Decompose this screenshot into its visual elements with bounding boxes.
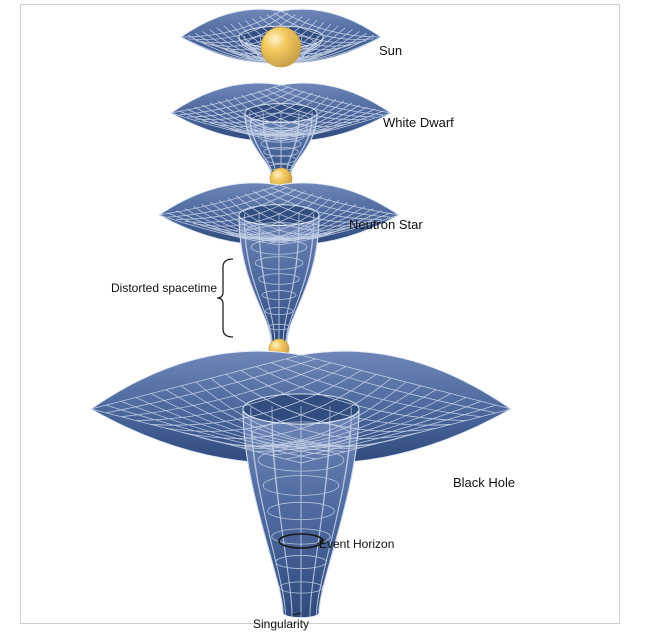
spacetime-diagram-svg <box>21 5 621 625</box>
label-neutron-star: Neutron Star <box>349 217 423 232</box>
label-distorted-spacetime: Distorted spacetime <box>111 281 217 295</box>
label-black-hole: Black Hole <box>453 475 515 490</box>
diagram-frame: Sun White Dwarf Neutron Star Distorted s… <box>20 4 620 624</box>
label-sun: Sun <box>379 43 402 58</box>
label-event-horizon: Event Horizon <box>319 537 394 551</box>
label-singularity: Singularity <box>253 617 309 631</box>
label-white-dwarf: White Dwarf <box>383 115 454 130</box>
